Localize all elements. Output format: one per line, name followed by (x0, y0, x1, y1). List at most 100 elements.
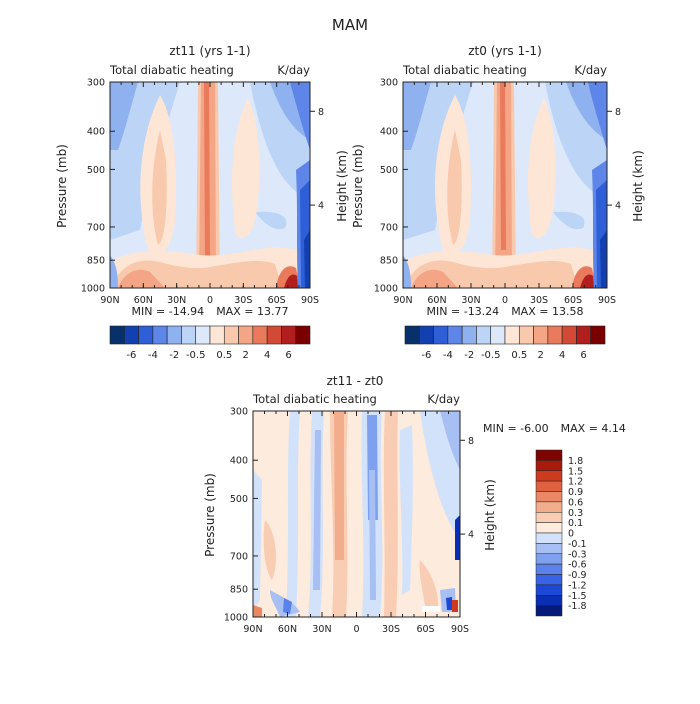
height-ticks: 84 (460, 436, 474, 541)
x-ticks: 90N 60N 30N 0 30S 60S 90S (100, 283, 319, 306)
colorbar-label: 6 (580, 350, 586, 361)
y-axis-label: Pressure (mb) (351, 144, 365, 228)
y-tick-label: 500 (380, 165, 398, 176)
panel-zt11: zt11 (yrs 1-1) Total diabatic heating K/… (55, 44, 349, 361)
top-ticks (252, 411, 461, 416)
colorbar-swatch (476, 325, 492, 345)
colorbar-swatch (590, 325, 606, 345)
x-tick-label: 60N (134, 295, 153, 306)
panel-subtitle-left: Total diabatic heating (402, 63, 527, 77)
colorbar-swatch (295, 325, 311, 345)
y-tick-label: 700 (230, 551, 248, 562)
y-ticks: 300 400 500 700 850 1000 (81, 78, 115, 295)
top-ticks (402, 82, 608, 87)
colorbar: -6 -4 -2 -0.5 0.5 2 4 6 (404, 325, 606, 361)
heatmap-field (253, 411, 460, 617)
y-tick-label: 400 (87, 127, 105, 138)
x-ticks: 90N 60N 30N 0 30S 60S 90S (393, 283, 616, 306)
panel-subtitle-right: K/day (427, 392, 460, 406)
min-max-readout: MIN = -13.24 MAX = 13.58 (427, 305, 584, 318)
panel-subtitle-right: K/day (574, 63, 607, 77)
height-tick-label: 4 (318, 201, 324, 212)
panel-title: zt11 (yrs 1-1) (169, 44, 250, 58)
x-tick-label: 60S (564, 295, 582, 306)
height-tick-label: 8 (615, 107, 621, 118)
colorbar-swatch (223, 325, 239, 345)
colorbar-label: 0.9 (568, 487, 583, 498)
colorbar-label: 1.8 (568, 456, 583, 467)
y-tick-label: 400 (380, 127, 398, 138)
x-tick-label: 90N (100, 295, 119, 306)
colorbar-swatch (123, 325, 139, 345)
min-max-readout: MIN = -6.00 MAX = 4.14 (483, 422, 626, 435)
x-tick-label: 30N (461, 295, 480, 306)
colorbar-swatch (535, 512, 563, 523)
colorbar-swatch (561, 325, 577, 345)
colorbar-swatch (535, 470, 563, 482)
colorbar-label: -1.5 (568, 591, 587, 602)
colorbar-label: 0.5 (216, 350, 232, 361)
height-ticks: 84 (310, 107, 324, 212)
colorbar-swatch (266, 325, 282, 345)
colorbar-swatch (535, 532, 563, 544)
y-tick-label: 300 (380, 78, 398, 89)
colorbar-swatch (535, 501, 563, 513)
y-tick-label: 400 (230, 456, 248, 467)
colorbar-label: 2 (538, 350, 544, 361)
colorbar-label: 0.3 (568, 508, 583, 519)
y-tick-label: 300 (87, 78, 105, 89)
colorbar-swatch (535, 522, 563, 534)
y-axis-label-right: Height (km) (631, 150, 645, 221)
y-tick-label: 850 (87, 256, 105, 267)
y-tick-label: 1000 (81, 284, 105, 295)
y-ticks: 300 400 500 700 850 1000 (374, 78, 408, 295)
colorbar-swatch (447, 325, 463, 345)
colorbar-label: -0.5 (186, 350, 206, 361)
y-tick-label: 850 (380, 256, 398, 267)
x-tick-label: 90S (301, 295, 319, 306)
colorbar-swatch (535, 584, 563, 596)
panel-zt0: zt0 (yrs 1-1) Total diabatic heating K/d… (351, 44, 645, 361)
colorbar-label: -0.6 (568, 560, 587, 571)
colorbar-swatch (533, 325, 549, 345)
colorbar-label: 0 (568, 529, 574, 540)
x-tick-label: 60N (427, 295, 446, 306)
y-axis-label-right: Height (km) (335, 150, 349, 221)
colorbar-label: -2 (169, 350, 179, 361)
colorbar-swatch (166, 325, 182, 345)
colorbar-label: -1.8 (568, 601, 587, 612)
colorbar-swatch (535, 460, 563, 471)
colorbar-swatch (535, 543, 563, 554)
colorbar-swatch (461, 325, 477, 345)
colorbar-label: -6 (421, 350, 431, 361)
colorbar-label: 0.5 (511, 350, 527, 361)
colorbar-vertical: 1.81.51.20.90.60.30.10-0.1-0.3-0.6-0.9-1… (535, 449, 587, 617)
colorbar-swatch (535, 595, 563, 606)
y-tick-label: 1000 (374, 284, 398, 295)
min-max-readout: MIN = -14.94 MAX = 13.77 (132, 305, 289, 318)
height-ticks: 84 (607, 107, 621, 212)
y-axis-label: Pressure (mb) (203, 473, 217, 557)
colorbar-swatch (404, 325, 420, 345)
y-axis-label: Pressure (mb) (55, 144, 69, 228)
height-tick-label: 4 (615, 201, 621, 212)
y-tick-label: 500 (230, 494, 248, 505)
colorbar-swatch (209, 325, 225, 345)
height-tick-label: 4 (468, 530, 474, 541)
colorbar-swatch (535, 480, 563, 492)
heatmap-field (403, 82, 607, 288)
colorbar-label: -0.5 (481, 350, 501, 361)
x-tick-label: 0 (353, 624, 359, 635)
height-tick-label: 8 (318, 107, 324, 118)
colorbar-label: 0.1 (568, 518, 583, 529)
x-tick-label: 0 (502, 295, 508, 306)
heatmap-field (110, 82, 310, 288)
y-axis-label-right: Height (km) (483, 479, 497, 550)
colorbar-label: -6 (126, 350, 136, 361)
colorbar-swatch (535, 574, 563, 586)
panel-subtitle-left: Total diabatic heating (252, 392, 377, 406)
y-ticks: 300 400 500 700 850 1000 (224, 407, 258, 624)
x-tick-label: 90S (451, 624, 469, 635)
figure-title: MAM (332, 16, 368, 34)
